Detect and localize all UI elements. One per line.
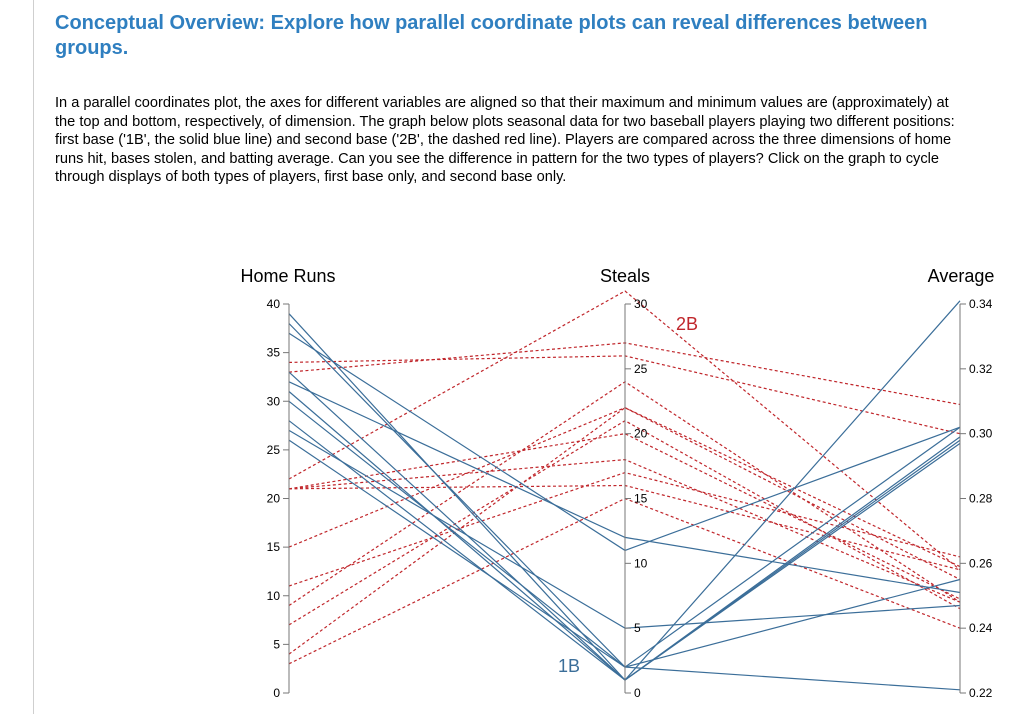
tick-label: 0.26 <box>969 556 993 570</box>
second-base-player-line <box>288 290 961 571</box>
axis-title-1: Steals <box>600 266 650 286</box>
chart-axes: Home Runs 0 5 10 15 20 25 30 35 40 Steals 0 5 10 15 20 2… <box>240 266 994 700</box>
tick-label: 5 <box>273 637 280 651</box>
tick-label: 0.30 <box>969 427 993 441</box>
tick-label: 0 <box>273 686 280 700</box>
tick-label: 10 <box>634 556 648 570</box>
tick-label: 20 <box>267 492 281 506</box>
tick-label: 30 <box>634 297 648 311</box>
tick-label: 0.34 <box>969 297 993 311</box>
intro-paragraph: In a parallel coordinates plot, the axes… <box>55 95 955 186</box>
second-base-player-line <box>288 433 961 600</box>
tick-label: 0.24 <box>969 621 993 635</box>
tick-label: 40 <box>267 297 281 311</box>
tick-label: 15 <box>634 492 648 506</box>
tick-label: 20 <box>634 427 648 441</box>
tick-label: 0.22 <box>969 686 993 700</box>
tick-label: 0.32 <box>969 362 993 376</box>
tick-label: 15 <box>267 540 281 554</box>
page-left-rule <box>33 0 34 714</box>
tick-label: 0.28 <box>969 492 993 506</box>
tick-label: 0 <box>634 686 641 700</box>
tick-label: 30 <box>267 394 281 408</box>
tick-label: 10 <box>267 589 281 603</box>
second-base-series-label: 2B <box>676 314 698 334</box>
page-title: Conceptual Overview: Explore how paralle… <box>55 12 928 59</box>
tick-label: 35 <box>267 346 281 360</box>
tick-label: 25 <box>267 443 281 457</box>
axis-title-0: Home Runs <box>240 266 335 286</box>
axis-title-2: Average <box>928 266 995 286</box>
tick-label: 25 <box>634 362 648 376</box>
tick-label: 5 <box>634 621 641 635</box>
first-base-series-label: 1B <box>558 656 580 676</box>
